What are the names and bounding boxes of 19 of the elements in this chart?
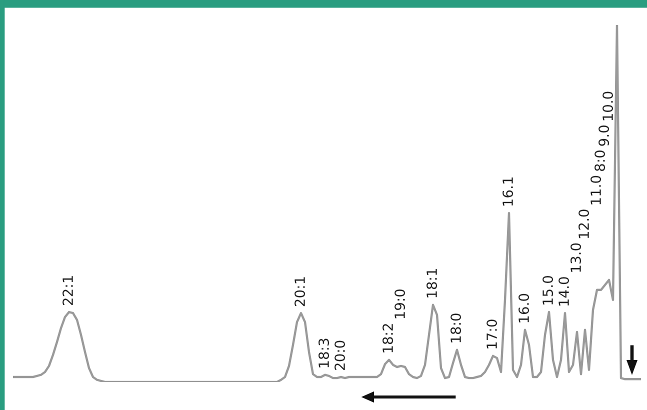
x-tick-label: 18:3	[318, 338, 330, 368]
x-tick-label: 18:0	[450, 314, 462, 342]
x-tick-label: 13.0	[570, 243, 582, 272]
x-tick-label: 9.0	[598, 126, 610, 146]
x-tick-label: 10.0	[602, 92, 614, 120]
x-tick-label: 11.0	[590, 176, 602, 204]
x-tick-label: 20:0	[334, 340, 346, 370]
x-tick-label: 22:1	[62, 276, 73, 306]
x-tick-label: 15.0	[542, 276, 554, 304]
x-tick-label: 18:1	[426, 268, 438, 298]
x-tick-label: 8:0	[594, 150, 606, 172]
x-tick-label: 19:0	[394, 289, 406, 318]
x-tick-label: 17:0	[486, 320, 498, 348]
x-tick-label: 16.1	[502, 177, 514, 206]
x-tick-label: 14.0	[558, 277, 570, 306]
x-tick-label: 16.0	[518, 294, 530, 322]
x-tick-label: 20:1	[294, 277, 306, 306]
x-tick-label: 18:2	[382, 324, 394, 352]
x-tick-label: 12.0	[578, 210, 590, 238]
